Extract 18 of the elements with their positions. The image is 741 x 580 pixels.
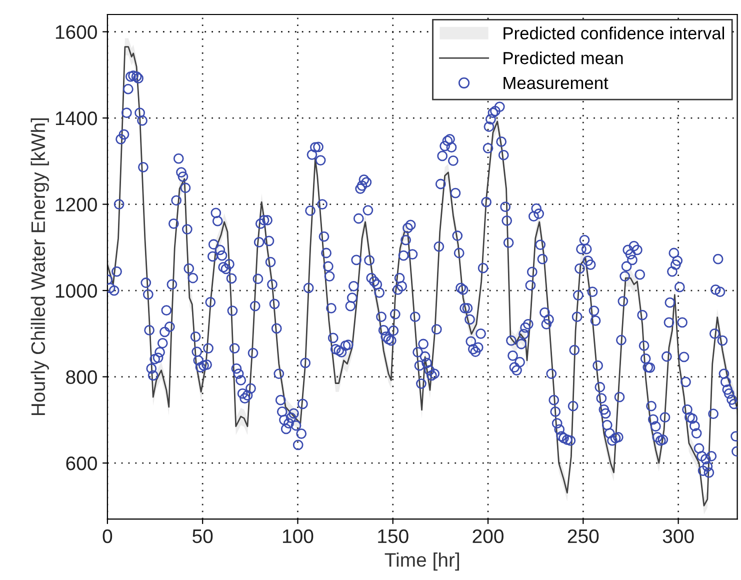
legend-label: Predicted mean (504, 52, 623, 64)
x-tick-label: 50 (192, 529, 213, 544)
x-tick-label: 100 (282, 529, 314, 544)
y-tick-label: 1000 (56, 284, 97, 298)
x-axis-title: Time [hr] (384, 552, 459, 571)
y-tick-label: 1400 (56, 111, 97, 126)
annotation: Predicted confidence interval (504, 26, 724, 40)
x-tick-label: 250 (568, 529, 599, 544)
x-tick-label: 200 (472, 529, 504, 544)
y-tick-label: 1200 (56, 198, 97, 212)
x-tick-label: 150 (378, 529, 408, 544)
y-tick-label: 600 (66, 456, 97, 470)
x-tick-label: 0 (102, 529, 112, 544)
y-tick-label: 800 (66, 370, 97, 384)
x-tick-label: 300 (662, 529, 694, 544)
y-axis-title: Hourly Chilled Water Energy [kWh] (30, 118, 49, 416)
y-tick-label: 1600 (56, 25, 97, 39)
legend-label: Measurement (504, 77, 608, 90)
